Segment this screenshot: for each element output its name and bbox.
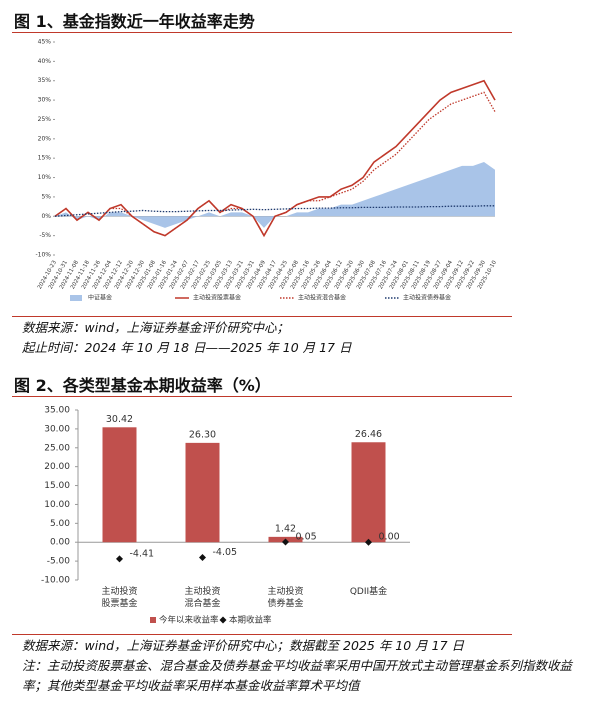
y-tick-label: 40%: [38, 58, 52, 65]
period-note: 起止时间：2024 年 10 月 18 日——2025 年 10 月 17 日: [22, 340, 352, 355]
footnote: 注：主动投资股票基金、混合基金及债券基金平均收益率采用中国开放式主动管理基金系列…: [22, 658, 573, 693]
y-tick-label: -5.00: [47, 557, 71, 567]
y-tick-label: -10.00: [41, 576, 70, 586]
marker: [199, 554, 206, 562]
legend-label: 主动投资债券基金: [403, 294, 451, 302]
y-tick-label: 25.00: [44, 443, 70, 453]
value-label: -4.05: [213, 547, 238, 558]
bar: [185, 442, 220, 543]
value-label: -4.41: [130, 548, 155, 559]
value-label: 26.46: [355, 429, 382, 440]
y-tick-label: 5%: [41, 193, 51, 200]
value-label: 30.42: [106, 414, 133, 425]
y-tick-label: 15%: [38, 155, 52, 162]
y-tick-label: -5%: [39, 232, 51, 239]
legend-swatch: [70, 295, 82, 301]
y-tick-label: 10%: [38, 174, 52, 181]
bar: [102, 427, 137, 543]
x-tick-label: 主动投资 混合基金: [184, 587, 221, 609]
legend-label: 中证基金: [88, 294, 112, 302]
source-note: 数据来源：wind，上海证券基金评价研究中心；数据截至 2025 年 10 月 …: [22, 638, 465, 653]
y-tick-label: 35%: [38, 77, 52, 84]
y-tick-label: 45%: [38, 39, 52, 46]
legend-swatch: [150, 617, 156, 623]
bar: [351, 442, 386, 543]
y-tick-label: 0.00: [50, 538, 70, 548]
y-tick-label: 0%: [41, 213, 51, 220]
legend-label: 本期收益率: [229, 615, 272, 626]
legend-label: 今年以来收益率: [159, 615, 219, 626]
rule: [12, 32, 512, 33]
y-tick-label: 25%: [38, 116, 52, 123]
value-label: 1.42: [275, 523, 296, 534]
rule: [12, 316, 512, 317]
marker: [282, 538, 289, 546]
y-tick-label: 15.00: [44, 481, 70, 491]
x-tick-label: 主动投资 股票基金: [101, 587, 138, 609]
x-tick-label: 主动投资 债券基金: [267, 587, 304, 609]
y-tick-label: -10%: [35, 252, 51, 259]
value-label: 26.30: [189, 429, 216, 440]
marker: [365, 538, 372, 546]
line: [54, 205, 495, 217]
legend-label: 主动投资股票基金: [193, 294, 241, 302]
figure-title: 图 1、基金指数近一年收益率走势: [14, 12, 255, 31]
y-tick-label: 35.00: [44, 406, 70, 416]
rule: [12, 396, 512, 397]
line: [54, 91, 496, 237]
y-tick-label: 30%: [38, 97, 52, 104]
y-tick-label: 10.00: [44, 500, 70, 510]
figure-title: 图 2、各类型基金本期收益率（%）: [14, 376, 271, 395]
x-tick-label: QDII基金: [349, 587, 388, 597]
value-label: 0.00: [379, 532, 400, 543]
y-tick-label: 30.00: [44, 424, 70, 434]
y-tick-label: 20%: [38, 135, 52, 142]
y-tick-label: 20.00: [44, 462, 70, 472]
legend-label: 主动投资混合基金: [298, 294, 346, 302]
marker: [116, 555, 123, 563]
area: [55, 162, 495, 228]
legend-swatch: [219, 616, 227, 624]
rule: [12, 634, 512, 635]
source-note: 数据来源：wind，上海证券基金评价研究中心；: [22, 320, 290, 335]
bar-chart: -10.00 -5.00 0.00 5.00 10.00 15.00 20.00 25.00 3…: [41, 406, 410, 626]
value-label: 0.05: [296, 532, 317, 543]
y-tick-label: 5.00: [50, 519, 70, 529]
line-chart: -10%-5%0%5%10%15%20%25%30%35%40%45%2024-…: [35, 39, 498, 302]
